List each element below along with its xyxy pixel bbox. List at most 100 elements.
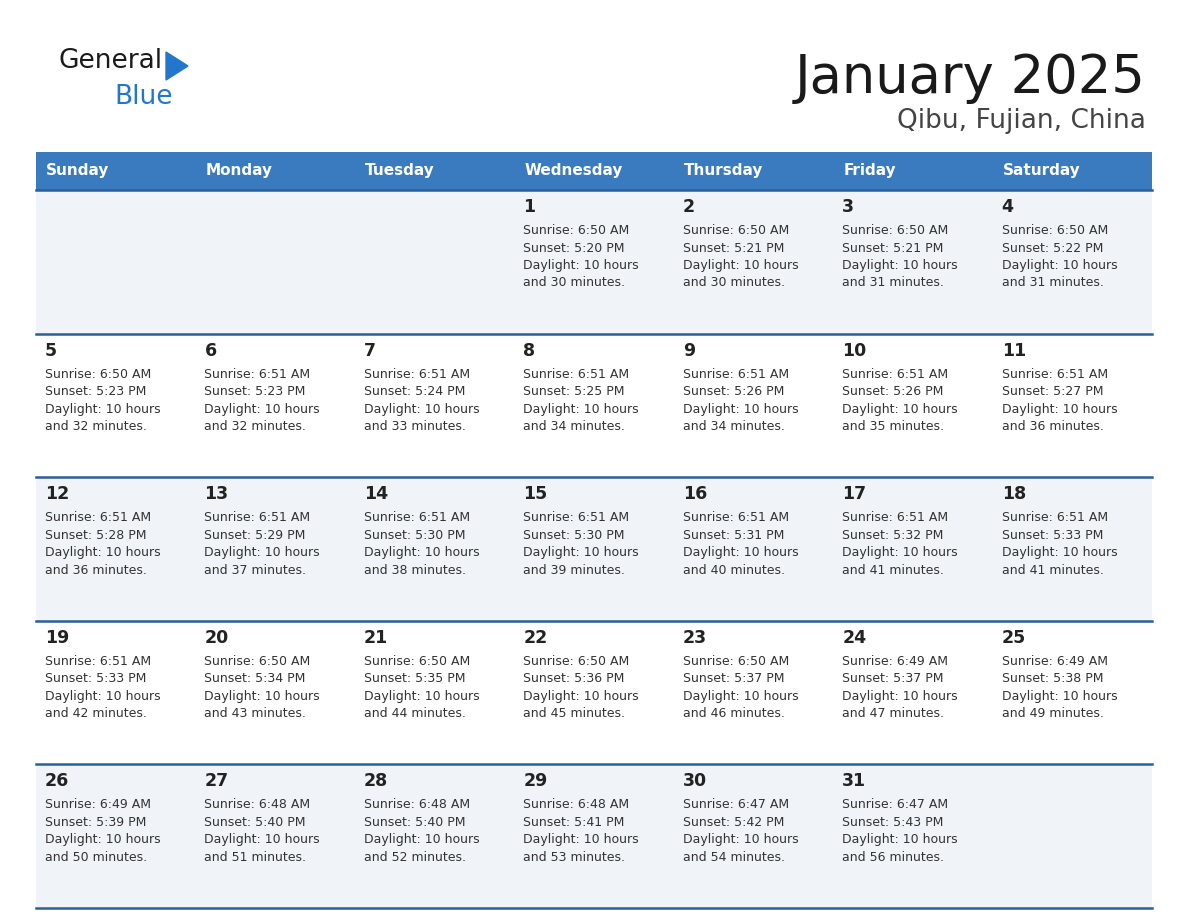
Text: Sunrise: 6:49 AM: Sunrise: 6:49 AM [45, 799, 151, 812]
Bar [674, 621, 833, 765]
Text: and 42 minutes.: and 42 minutes. [45, 707, 147, 721]
Text: January 2025: January 2025 [795, 52, 1146, 104]
Text: Sunrise: 6:48 AM: Sunrise: 6:48 AM [523, 799, 630, 812]
Bar [196, 621, 355, 765]
Bar [674, 477, 833, 621]
Bar [514, 190, 674, 333]
Text: Sunset: 5:23 PM: Sunset: 5:23 PM [45, 385, 146, 398]
Text: Daylight: 10 hours: Daylight: 10 hours [1001, 689, 1117, 703]
Text: Tuesday: Tuesday [365, 163, 435, 178]
Text: 11: 11 [1001, 341, 1025, 360]
Text: and 31 minutes.: and 31 minutes. [1001, 276, 1104, 289]
Bar [36, 765, 196, 908]
Text: Daylight: 10 hours: Daylight: 10 hours [842, 834, 958, 846]
Text: Friday: Friday [843, 163, 896, 178]
Bar [514, 765, 674, 908]
Text: Sunrise: 6:51 AM: Sunrise: 6:51 AM [204, 511, 310, 524]
Text: and 51 minutes.: and 51 minutes. [204, 851, 307, 864]
Text: Sunset: 5:21 PM: Sunset: 5:21 PM [842, 241, 943, 254]
Text: Sunset: 5:30 PM: Sunset: 5:30 PM [523, 529, 625, 542]
Text: and 56 minutes.: and 56 minutes. [842, 851, 944, 864]
Text: and 34 minutes.: and 34 minutes. [683, 420, 784, 433]
Text: Blue: Blue [114, 84, 172, 110]
Text: Sunday: Sunday [46, 163, 109, 178]
Text: 15: 15 [523, 486, 548, 503]
Text: and 54 minutes.: and 54 minutes. [683, 851, 785, 864]
Text: 29: 29 [523, 772, 548, 790]
Text: Daylight: 10 hours: Daylight: 10 hours [1001, 259, 1117, 272]
Text: 13: 13 [204, 486, 228, 503]
Text: Sunrise: 6:51 AM: Sunrise: 6:51 AM [842, 367, 948, 381]
Text: Daylight: 10 hours: Daylight: 10 hours [364, 546, 480, 559]
Text: 22: 22 [523, 629, 548, 647]
Text: Saturday: Saturday [1003, 163, 1080, 178]
Text: and 32 minutes.: and 32 minutes. [45, 420, 147, 433]
Text: 24: 24 [842, 629, 866, 647]
Text: and 36 minutes.: and 36 minutes. [1001, 420, 1104, 433]
Bar [674, 333, 833, 477]
Text: and 49 minutes.: and 49 minutes. [1001, 707, 1104, 721]
Text: and 35 minutes.: and 35 minutes. [842, 420, 944, 433]
Text: 25: 25 [1001, 629, 1025, 647]
Bar [355, 765, 514, 908]
Text: Sunrise: 6:51 AM: Sunrise: 6:51 AM [364, 511, 470, 524]
Text: Sunrise: 6:51 AM: Sunrise: 6:51 AM [683, 367, 789, 381]
Text: and 30 minutes.: and 30 minutes. [523, 276, 625, 289]
Text: and 47 minutes.: and 47 minutes. [842, 707, 944, 721]
Text: and 46 minutes.: and 46 minutes. [683, 707, 784, 721]
Text: Wednesday: Wednesday [524, 163, 623, 178]
Text: Sunset: 5:33 PM: Sunset: 5:33 PM [1001, 529, 1102, 542]
Bar [674, 765, 833, 908]
Text: 18: 18 [1001, 486, 1025, 503]
Bar [992, 190, 1152, 333]
Text: Sunrise: 6:50 AM: Sunrise: 6:50 AM [204, 655, 311, 667]
Text: Sunset: 5:38 PM: Sunset: 5:38 PM [1001, 672, 1104, 686]
Text: 12: 12 [45, 486, 69, 503]
Text: Thursday: Thursday [684, 163, 763, 178]
Text: Daylight: 10 hours: Daylight: 10 hours [45, 403, 160, 416]
Bar [992, 765, 1152, 908]
Text: and 44 minutes.: and 44 minutes. [364, 707, 466, 721]
Text: 1: 1 [523, 198, 536, 216]
Bar [833, 152, 992, 190]
Text: Daylight: 10 hours: Daylight: 10 hours [523, 689, 639, 703]
Text: Sunrise: 6:50 AM: Sunrise: 6:50 AM [1001, 224, 1108, 237]
Text: General: General [58, 48, 162, 74]
Text: and 31 minutes.: and 31 minutes. [842, 276, 944, 289]
Text: Sunrise: 6:47 AM: Sunrise: 6:47 AM [842, 799, 948, 812]
Text: Sunset: 5:33 PM: Sunset: 5:33 PM [45, 672, 146, 686]
Text: 30: 30 [683, 772, 707, 790]
Bar [833, 765, 992, 908]
Text: Sunset: 5:27 PM: Sunset: 5:27 PM [1001, 385, 1104, 398]
Text: 7: 7 [364, 341, 375, 360]
Text: Daylight: 10 hours: Daylight: 10 hours [842, 259, 958, 272]
Bar [355, 333, 514, 477]
Text: 5: 5 [45, 341, 57, 360]
Text: Sunset: 5:35 PM: Sunset: 5:35 PM [364, 672, 466, 686]
Text: Daylight: 10 hours: Daylight: 10 hours [683, 259, 798, 272]
Text: 10: 10 [842, 341, 866, 360]
Bar [36, 333, 196, 477]
Text: and 41 minutes.: and 41 minutes. [842, 564, 944, 577]
Text: 28: 28 [364, 772, 388, 790]
Polygon shape [166, 52, 188, 80]
Text: 21: 21 [364, 629, 388, 647]
Text: Daylight: 10 hours: Daylight: 10 hours [204, 403, 320, 416]
Text: 26: 26 [45, 772, 69, 790]
Bar [833, 190, 992, 333]
Text: Sunrise: 6:48 AM: Sunrise: 6:48 AM [204, 799, 310, 812]
Text: Daylight: 10 hours: Daylight: 10 hours [523, 403, 639, 416]
Text: Sunrise: 6:50 AM: Sunrise: 6:50 AM [45, 367, 151, 381]
Text: and 38 minutes.: and 38 minutes. [364, 564, 466, 577]
Bar [355, 190, 514, 333]
Bar [514, 152, 674, 190]
Bar [36, 477, 196, 621]
Text: Sunset: 5:22 PM: Sunset: 5:22 PM [1001, 241, 1102, 254]
Text: Daylight: 10 hours: Daylight: 10 hours [842, 546, 958, 559]
Text: and 41 minutes.: and 41 minutes. [1001, 564, 1104, 577]
Text: Sunset: 5:40 PM: Sunset: 5:40 PM [204, 816, 307, 829]
Bar [36, 190, 196, 333]
Text: Daylight: 10 hours: Daylight: 10 hours [204, 689, 320, 703]
Bar [196, 190, 355, 333]
Bar [992, 477, 1152, 621]
